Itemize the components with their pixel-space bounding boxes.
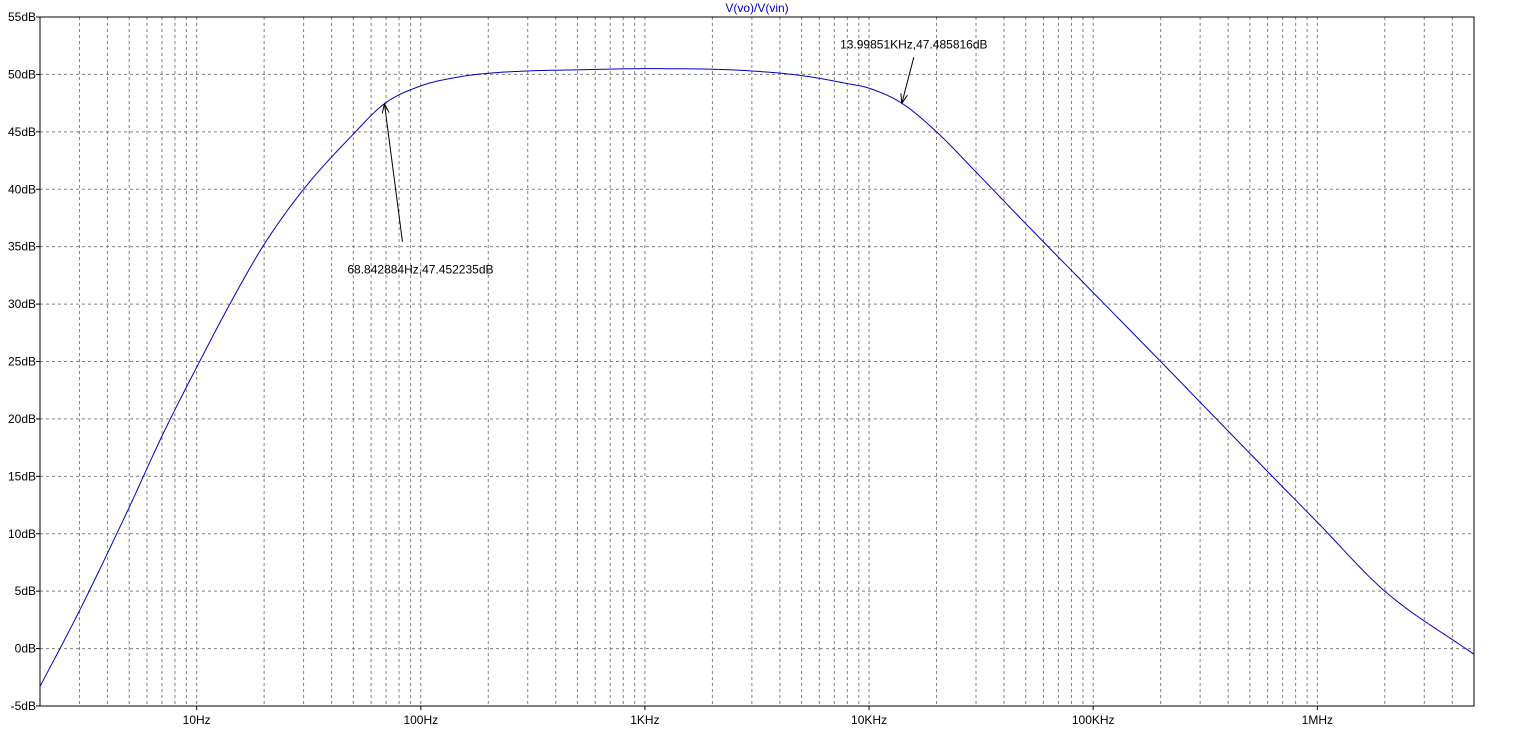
y-tick-label: 0dB	[15, 642, 36, 656]
x-axis-tick-labels: 10Hz 100Hz 1KHz 10KHz 100KHz 1MHz	[183, 706, 1333, 727]
annotation-label: 68.842884Hz,47.452235dB	[347, 263, 493, 277]
y-tick-label: 45dB	[8, 125, 36, 139]
y-tick-label: 40dB	[8, 182, 36, 196]
y-tick-label: 15dB	[8, 469, 36, 483]
annotations: 68.842884Hz,47.452235dB 13.99851KHz,47.48…	[347, 37, 987, 276]
y-tick-label: 35dB	[8, 240, 36, 254]
x-tick-label: 10Hz	[183, 713, 211, 727]
x-tick-label: 1MHz	[1302, 713, 1333, 727]
y-tick-label: 30dB	[8, 297, 36, 311]
y-tick-label: 25dB	[8, 355, 36, 369]
y-tick-label: 10dB	[8, 527, 36, 541]
y-tick-label: 20dB	[8, 412, 36, 426]
y-axis-tick-labels: 55dB 50dB 45dB 40dB 35dB 30dB 25dB 20dB 15dB 10dB…	[8, 10, 40, 713]
x-tick-label: 10KHz	[851, 713, 887, 727]
trace-line	[39, 68, 1475, 687]
annotation-label: 13.99851KHz,47.485816dB	[840, 37, 987, 51]
chart-title: V(vo)/V(vin)	[725, 1, 788, 15]
x-tick-label: 1KHz	[630, 713, 659, 727]
annotation-arrow-shaft	[383, 103, 403, 242]
annotation-arrow-head	[381, 102, 390, 114]
y-tick-label: 55dB	[8, 10, 36, 24]
y-tick-label: 5dB	[15, 584, 36, 598]
traces	[39, 68, 1475, 687]
grid	[40, 17, 1474, 706]
y-tick-label: -5dB	[11, 699, 36, 713]
x-tick-label: 100Hz	[403, 713, 438, 727]
x-tick-label: 100KHz	[1072, 713, 1115, 727]
annotation-arrow-shaft	[901, 57, 915, 104]
annotation-arrow-head	[900, 93, 908, 105]
y-tick-label: 50dB	[8, 67, 36, 81]
